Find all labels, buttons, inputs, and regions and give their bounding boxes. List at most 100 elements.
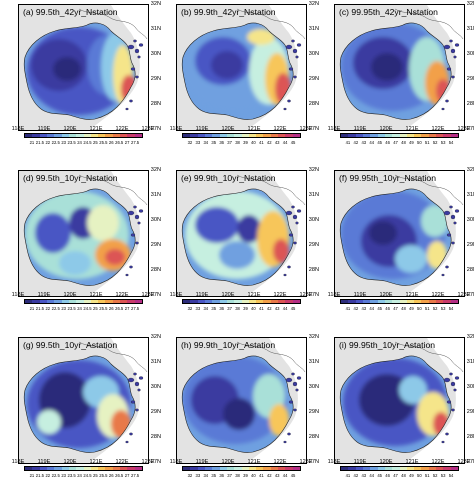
colorbar-tick-label: 50 (416, 140, 422, 145)
colorbar-segment (32, 467, 40, 470)
panel-title: (a) 99.5th_42yr_Nstation (23, 7, 118, 17)
colorbar-segment (241, 134, 249, 137)
lon-tick-label: 123E (141, 459, 155, 465)
colorbar-segment (270, 467, 279, 470)
lat-tick-label: 28N (466, 434, 474, 440)
contour-region (211, 51, 243, 79)
colorbar-segment (32, 300, 40, 303)
island (125, 273, 129, 277)
island (292, 48, 298, 54)
colorbar-segment (112, 467, 121, 470)
contour-region (195, 207, 239, 243)
island (127, 44, 135, 50)
colorbar-tick-label: 54 (448, 140, 454, 145)
island (441, 273, 445, 277)
lat-tick-label: 31N (308, 192, 319, 198)
island (445, 99, 449, 103)
colorbar-segment (61, 134, 69, 137)
coastline (78, 174, 148, 206)
province-outline (339, 355, 452, 453)
colorbar-tick-label: 53 (440, 140, 446, 145)
colorbar-segment (270, 134, 279, 137)
colorbar-tick-label: 35 (211, 140, 217, 145)
colorbar-tick-label: 44 (282, 140, 288, 145)
colorbar-tick-label: 23.5 (67, 140, 76, 145)
colorbar-segment (183, 300, 191, 303)
map-panel: (d) 99.5th_10yr_Nstation 32N 31N 30N 29N 28N 2… (6, 166, 161, 314)
contour-region (369, 221, 397, 245)
colorbar-tick-label: 36 (219, 306, 224, 311)
lon-tick-label: 119E (37, 126, 51, 132)
island (295, 55, 299, 59)
panel-title: (g) 99.5th_10yr_Astation (23, 340, 118, 350)
lat-tick-label: 32N (150, 334, 161, 340)
island (134, 381, 140, 387)
colorbar-segment (348, 467, 356, 470)
colorbar-tick-label: 49 (409, 140, 414, 145)
lon-tick-label: 119E (353, 459, 367, 465)
lon-tick-label: 119E (195, 292, 209, 298)
colorbar-tick-label: 25.5 (99, 306, 108, 311)
colorbar-labels: 21 21.5 22 22.5 23 23.5 24 24.5 25 25.5 26 26.5 27 27… (24, 473, 143, 481)
panel-title: (i) 99.95th_10yr_Astation (339, 340, 436, 350)
lon-tick-label: 120E (221, 292, 235, 298)
contour-region (371, 53, 403, 81)
lon-tick-label: 120E (63, 126, 77, 132)
colorbar-tick-label: 27.5 (130, 473, 140, 478)
island (135, 241, 139, 245)
island (283, 107, 287, 111)
colorbar-segment (46, 134, 55, 137)
lat-tick-label: 29N (150, 76, 161, 82)
colorbar-tick-label: 36 (219, 140, 224, 145)
colorbar-segment (436, 467, 444, 470)
colorbar-tick-label: 37 (227, 306, 232, 311)
island (135, 75, 139, 79)
precip-map (19, 5, 148, 130)
lat-tick-label: 28N (308, 101, 319, 107)
island (449, 39, 453, 43)
lon-tick-label: 122E (273, 459, 287, 465)
island (129, 265, 133, 269)
lat-tick-label: 30N (466, 51, 474, 57)
island (129, 432, 133, 436)
colorbar-tick-label: 26.5 (115, 306, 124, 311)
colorbar-tick-label: 51 (424, 140, 430, 145)
colorbar-tick-label: 23.5 (67, 473, 76, 478)
colorbar-segment (428, 300, 437, 303)
panel-title: (b) 99.9th_42yr_Nstation (181, 7, 276, 17)
colorbar-segment (270, 300, 279, 303)
colorbar-tick-label: 26 (108, 140, 114, 145)
sea-area (89, 338, 148, 463)
colorbar-tick-label: 45 (290, 473, 296, 478)
lat-tick-label: 31N (308, 359, 319, 365)
colorbar-segment (292, 134, 300, 137)
colorbar-segment (443, 300, 451, 303)
colorbar-segment (226, 134, 235, 137)
colorbar-segment (127, 134, 135, 137)
lat-tick-label: 27N (466, 459, 474, 465)
island (133, 372, 137, 376)
colorbar-tick-label: 27.5 (130, 140, 140, 145)
island (446, 400, 452, 404)
colorbar-tick-label: 32 (187, 140, 193, 145)
colorbar-segment (355, 467, 363, 470)
colorbar-segment (384, 467, 393, 470)
colorbar-tick-label: 35 (211, 473, 217, 478)
province-outline (23, 22, 136, 120)
colorbar-tick-label: 38 (235, 473, 240, 478)
colorbar-segment (263, 467, 271, 470)
colorbar-segment (190, 467, 198, 470)
lat-tick-label: 27N (150, 292, 161, 298)
lon-tick-label: 120E (379, 292, 393, 298)
colorbar-tick-label: 27 (124, 306, 130, 311)
colorbar-segment (256, 467, 264, 470)
contour-field (24, 23, 136, 120)
lat-tick-label: 32N (308, 167, 319, 173)
lon-tick-label: 122E (431, 292, 445, 298)
lat-tick-label: 27N (150, 126, 161, 132)
contour-region (247, 29, 275, 45)
lat-tick-label: 31N (308, 26, 319, 32)
colorbar-segment (61, 300, 69, 303)
map-frame: (g) 99.5th_10yr_Astation (18, 337, 149, 464)
colorbar-segment (83, 134, 91, 137)
